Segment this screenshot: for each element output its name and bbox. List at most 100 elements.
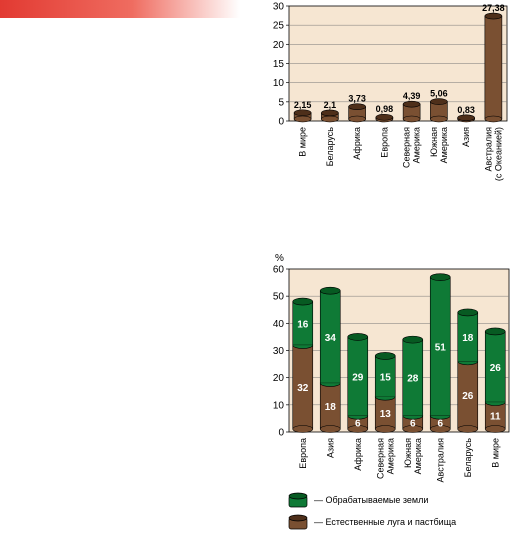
bar-cap-cultivated [457,308,479,317]
bar-joint [402,415,424,420]
data-label-pasture: 6 [355,418,361,429]
bar-1-base [402,115,421,123]
bar-cap-cultivated [374,352,396,360]
bar-1-base [348,115,366,123]
y-tick-label-1: 0 [278,117,284,128]
data-label-pasture: 6 [437,418,443,429]
bar-base-pasture [374,425,396,433]
data-label-1: 2,15 [294,100,312,110]
y-tick-label-2: 50 [273,292,285,303]
data-label-cultivated: 34 [325,333,337,344]
data-label-1: 5,06 [430,89,448,99]
bar-base-pasture [429,425,451,433]
bar-joint [429,415,451,420]
x-tick-label-2: ЮжнаяАмерика [403,438,423,474]
y-tick-label-2: 60 [273,265,285,276]
bar-1-base [430,115,448,123]
bar-1-cap [348,103,366,111]
bar-base-pasture [402,425,424,433]
data-label-pasture: 32 [297,383,309,394]
x-tick-label-1: ЮжнаяАмерика [429,127,449,163]
bar-cap-cultivated [319,286,341,295]
y-tick-label-2: 10 [273,400,285,411]
bar-base-pasture [347,425,369,433]
legend-item-pasture: — Естественные луга и пастбища [288,514,456,530]
bar-joint [457,361,479,366]
bar-cap-cultivated [347,333,369,341]
x-tick-label-2: Беларусь [463,438,473,478]
legend-label-pasture: — Естественные луга и пастбища [314,517,457,527]
data-label-cultivated: 51 [435,342,447,353]
y-tick-label-2: 30 [273,346,285,357]
legend-swatch-cultivated [288,492,308,508]
x-tick-label-2: Австралия [435,438,445,483]
bar-joint [484,402,506,406]
x-tick-label-2: Африка [353,438,363,471]
bar-1-cap [375,113,394,121]
data-label-cultivated: 28 [407,374,419,385]
bar-1-cap [430,98,448,105]
data-label-pasture: 6 [410,418,416,429]
legend-swatch-pasture [288,514,308,530]
y-tick-label-1: 30 [273,2,285,13]
data-label-cultivated: 16 [297,319,309,330]
header-banner [0,0,240,18]
bar-1-base [484,115,503,123]
bar-cap-cultivated [484,327,506,336]
bar-cap-cultivated [402,335,424,344]
data-label-cultivated: 26 [490,363,502,374]
data-label-1: 3,73 [348,94,366,104]
bar-base-pasture [319,425,341,433]
data-label-pasture: 11 [490,412,501,423]
x-tick-label-2: Европа [298,438,308,469]
y-tick-label-1: 5 [278,97,284,108]
data-label-1: 0,98 [376,104,394,114]
data-label-pasture: 18 [325,402,337,413]
bar-joint [347,415,369,420]
x-tick-label-1: Африка [352,127,362,160]
chart-land-per-capita: 0 5 10 15 20 25 30 2,15 В мире 2,1 Беларусь 3,73 Афр… [273,2,508,181]
y-tick-label-1: 25 [273,21,285,32]
bar-1-cap [457,114,475,122]
x-tick-label-1: Беларусь [325,127,335,167]
y-tick-label-1: 10 [273,78,285,89]
data-label-1: 4,39 [403,91,421,101]
x-tick-label-2: Азия [325,438,335,458]
legend-item-cultivated: — Обрабатываемые земли [288,492,428,508]
x-tick-label-2: СевернаяАмерика [375,438,395,479]
data-label-pasture: 13 [380,409,392,420]
bar-1-cap [402,100,421,108]
bar-1-cap [293,109,312,117]
bar-1-cap [484,12,503,20]
bar-joint [319,383,341,387]
y-tick-label-2: 20 [273,373,285,384]
x-tick-label-1: СевернаяАмерика [402,127,422,168]
y-tick-label-1: 20 [273,40,285,51]
y-axis-unit: % [275,253,284,264]
bar-joint [292,344,314,349]
legend-label-cultivated: — Обрабатываемые земли [314,495,429,505]
bar-cap-cultivated [429,273,451,281]
bar-base-pasture [457,425,479,433]
bar-base-pasture [292,425,314,433]
data-label-cultivated: 15 [380,372,392,383]
data-label-cultivated: 18 [462,333,474,344]
bar-joint [374,396,396,401]
data-label-pasture: 26 [462,391,474,402]
x-tick-label-1: Австралия(с Океанией) [483,127,503,181]
x-tick-label-2: В мире [490,438,500,468]
data-label-1: 27,38 [482,3,505,13]
data-label-cultivated: 29 [352,372,364,383]
data-label-1: 0,83 [457,105,475,115]
bar-base-pasture [484,425,506,433]
bar-1-cap [321,109,339,117]
y-tick-label-2: 0 [278,428,284,439]
y-tick-label-1: 15 [273,59,285,70]
y-tick-label-2: 40 [273,319,285,330]
x-tick-label-1: Европа [379,127,389,158]
x-tick-label-1: В мире [298,127,308,157]
x-tick-label-1: Азия [461,127,471,147]
data-label-1: 2,1 [324,100,337,110]
bar-cap-cultivated [292,297,314,306]
